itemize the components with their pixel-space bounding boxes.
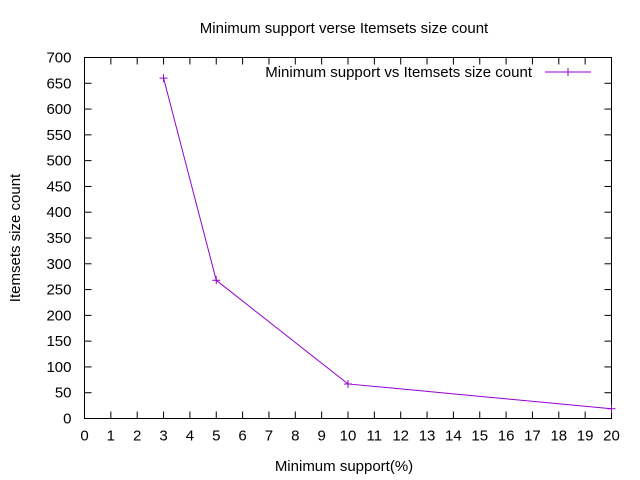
x-tick-label: 16 (498, 428, 515, 445)
y-axis-label: Itemsets size count (7, 173, 24, 302)
legend: Minimum support vs Itemsets size count (265, 64, 591, 81)
y-tick-label: 250 (46, 282, 71, 299)
series-layer (159, 74, 616, 413)
x-tick-label: 6 (238, 428, 246, 445)
y-tick-label: 450 (46, 178, 71, 195)
data-point (607, 404, 616, 413)
x-tick-label: 3 (159, 428, 167, 445)
x-tick-label: 18 (550, 428, 567, 445)
x-tick-label: 0 (80, 428, 88, 445)
data-point (344, 379, 352, 388)
x-tick-label: 13 (419, 428, 436, 445)
x-tick-label: 12 (392, 428, 409, 445)
y-tick-label: 300 (46, 256, 71, 273)
x-tick-label: 8 (291, 428, 299, 445)
x-tick-label: 17 (524, 428, 541, 445)
y-tick-label: 350 (46, 230, 71, 247)
y-tick-label: 150 (46, 333, 71, 350)
y-axis: 0 50 100 150 200 250 300 350 400 450 500 550 600 650 7… (46, 50, 612, 428)
legend-marker (564, 68, 572, 76)
y-tick-label: 50 (55, 385, 72, 402)
x-tick-label: 9 (317, 428, 325, 445)
y-tick-label: 600 (46, 101, 71, 118)
x-tick-label: 2 (133, 428, 141, 445)
chart-title: Minimum support verse Itemsets size coun… (200, 20, 489, 37)
x-tick-label: 14 (445, 428, 462, 445)
x-axis-label: Minimum support(%) (275, 458, 413, 475)
x-tick-label: 11 (367, 428, 383, 445)
legend-label: Minimum support vs Itemsets size count (265, 64, 533, 81)
data-point (159, 74, 168, 83)
y-tick-label: 550 (46, 127, 71, 144)
x-tick-label: 4 (186, 428, 194, 445)
x-axis: 0 1 2 3 4 5 6 7 8 9 10 11 12 13 14 15 16 17 18 19 20 (80, 57, 620, 445)
y-tick-label: 500 (46, 153, 71, 170)
y-tick-label: 100 (46, 359, 71, 376)
y-tick-label: 200 (46, 307, 71, 324)
plot-frame (84, 57, 612, 419)
x-tick-label: 10 (340, 428, 357, 445)
y-tick-label: 400 (46, 204, 71, 221)
x-tick-label: 19 (577, 428, 594, 445)
series-line (163, 78, 612, 410)
x-tick-label: 1 (107, 428, 115, 445)
y-tick-label: 650 (46, 75, 71, 92)
x-tick-label: 15 (471, 428, 488, 445)
x-tick-label: 5 (212, 428, 220, 445)
y-tick-label: 0 (63, 411, 71, 428)
x-tick-label: 20 (603, 428, 620, 445)
x-tick-label: 7 (265, 428, 273, 445)
data-point (212, 276, 221, 285)
y-tick-label: 700 (46, 50, 71, 67)
